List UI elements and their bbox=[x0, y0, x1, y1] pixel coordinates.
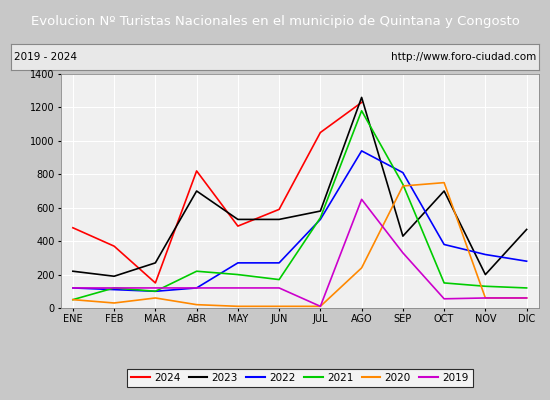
Legend: 2024, 2023, 2022, 2021, 2020, 2019: 2024, 2023, 2022, 2021, 2020, 2019 bbox=[127, 369, 472, 387]
Text: http://www.foro-ciudad.com: http://www.foro-ciudad.com bbox=[391, 52, 536, 62]
Text: Evolucion Nº Turistas Nacionales en el municipio de Quintana y Congosto: Evolucion Nº Turistas Nacionales en el m… bbox=[31, 14, 519, 28]
Text: 2019 - 2024: 2019 - 2024 bbox=[14, 52, 76, 62]
